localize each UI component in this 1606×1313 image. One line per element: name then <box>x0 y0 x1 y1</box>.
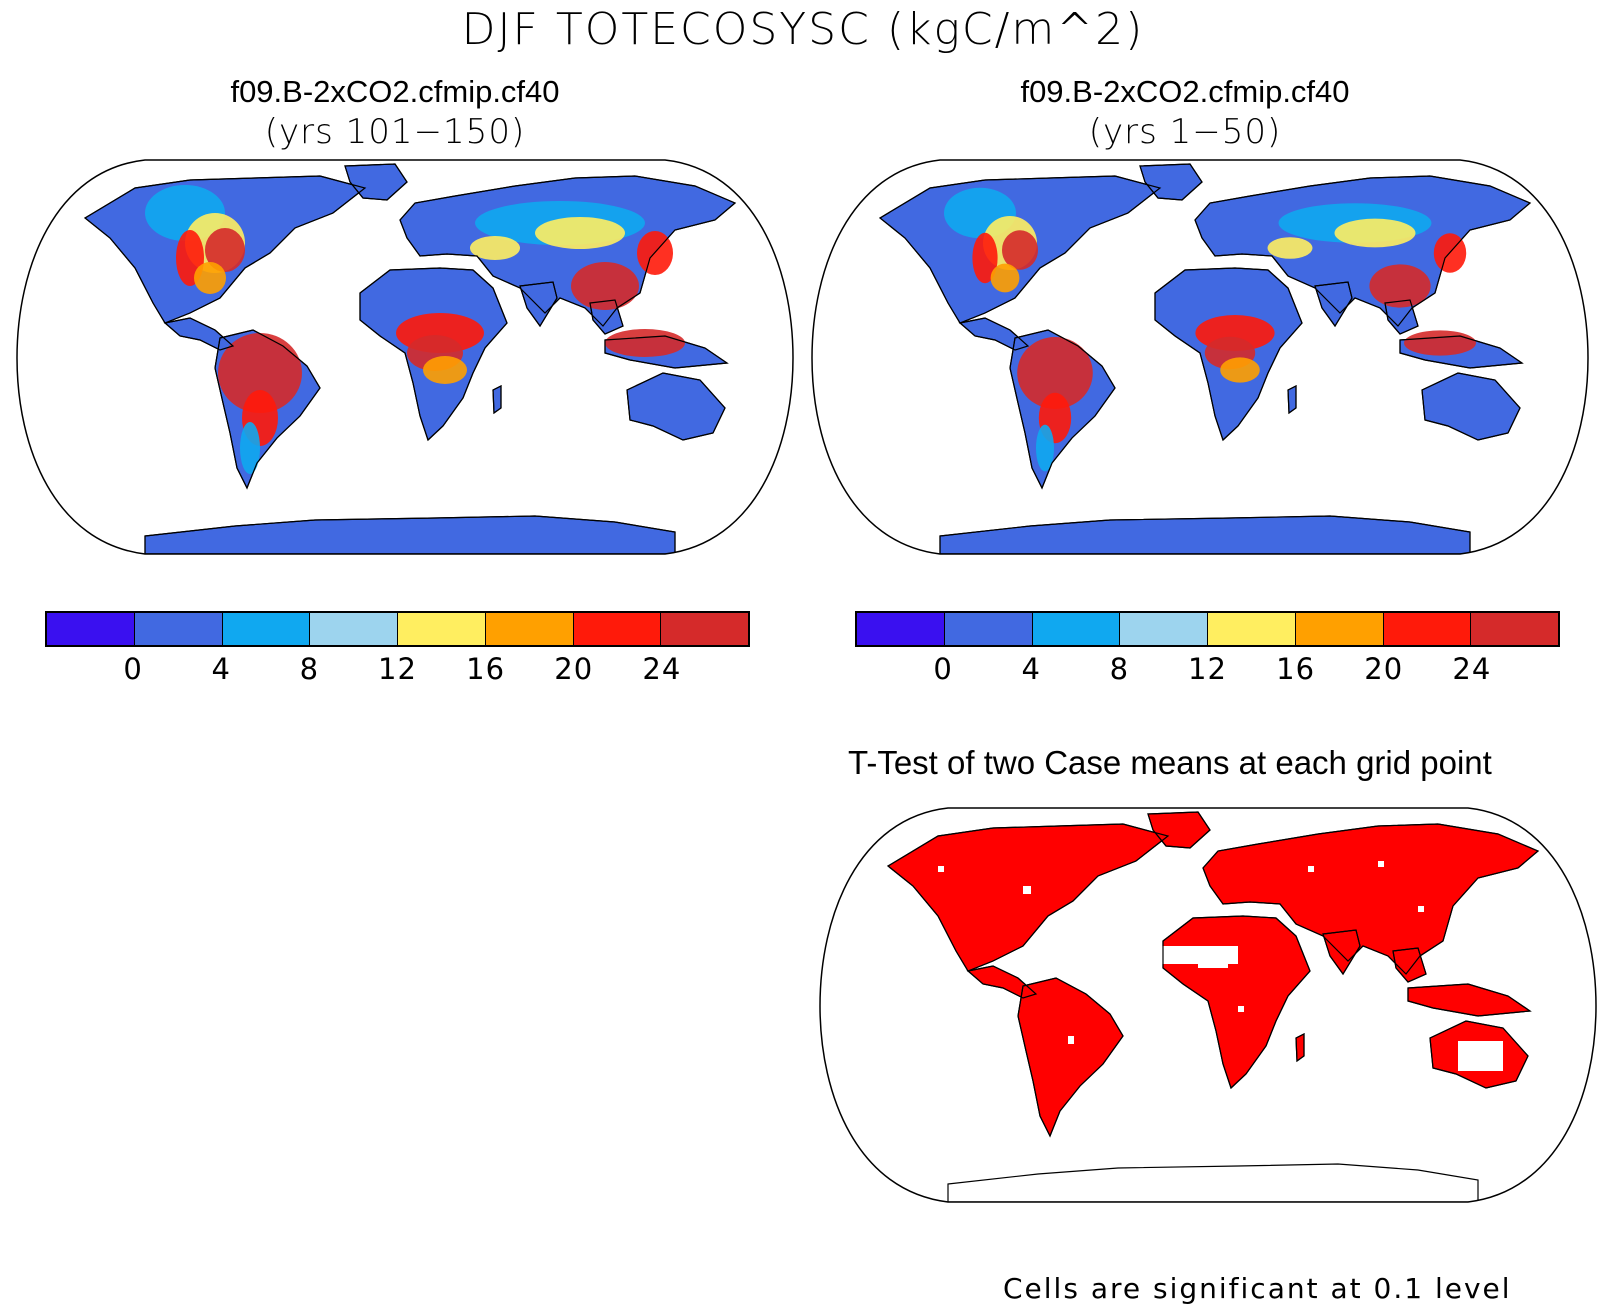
colorbar-tick-label: 24 <box>642 652 682 686</box>
colorbar-swatch <box>134 613 223 645</box>
carbon-hotspot <box>1369 264 1431 308</box>
non-significant-cell <box>1378 861 1384 867</box>
colorbar-tick-label: 20 <box>554 652 594 686</box>
carbon-hotspot <box>535 217 625 249</box>
colorbar-1-labels: 0 4 8 12 16 20 24 <box>45 652 750 688</box>
map-ttest <box>818 806 1598 1206</box>
colorbar-swatch <box>857 613 945 645</box>
non-significant-cell <box>1308 866 1314 872</box>
map-frame <box>16 159 794 555</box>
map-frame <box>819 807 1597 1203</box>
colorbar-swatch <box>1032 613 1121 645</box>
non-significant-cell <box>1458 1041 1503 1071</box>
colorbar-tick-label: 12 <box>378 652 417 686</box>
non-significant-cell <box>1238 1006 1244 1012</box>
panel-2-years: (yrs 1−50) <box>1088 112 1282 152</box>
colorbar-tick-label: 24 <box>1452 652 1492 686</box>
map-panel-2 <box>810 158 1590 558</box>
panel-1-years: (yrs 101−150) <box>264 112 526 152</box>
colorbar-swatch <box>1471 613 1558 645</box>
carbon-hotspot <box>605 329 685 357</box>
carbon-hotspot <box>205 228 245 272</box>
significance-footnote: Cells are significant at 0.1 level <box>1003 1272 1512 1305</box>
colorbar-tick-label: 8 <box>1109 652 1130 686</box>
carbon-hotspot <box>1036 424 1054 472</box>
colorbar-tick-label: 4 <box>211 652 231 686</box>
panel-1-case-title: f09.B-2xCO2.cfmip.cf40 <box>230 74 560 109</box>
non-significant-cell <box>1198 956 1228 968</box>
carbon-hotspot <box>1220 357 1260 383</box>
colorbar-swatch <box>1208 613 1296 645</box>
carbon-hotspot <box>1002 230 1038 270</box>
colorbar-tick-label: 16 <box>466 652 506 686</box>
non-significant-cell <box>1023 886 1031 894</box>
figure-title: DJF TOTECOSYSC (kgC/m^2) <box>461 4 1145 55</box>
colorbar-swatch <box>1383 613 1472 645</box>
colorbar-tick-label: 0 <box>123 652 143 686</box>
colorbar-swatch <box>1120 613 1208 645</box>
colorbar-panel-2 <box>855 611 1560 647</box>
map-panel-1 <box>15 158 795 558</box>
colorbar-swatch <box>47 613 135 645</box>
colorbar-swatch <box>398 613 486 645</box>
colorbar-swatch <box>661 613 748 645</box>
carbon-hotspot <box>194 262 226 294</box>
carbon-hotspot <box>470 236 520 260</box>
colorbar-tick-label: 8 <box>299 652 320 686</box>
carbon-hotspot <box>1017 337 1093 409</box>
carbon-hotspot <box>1404 330 1476 356</box>
carbon-hotspot <box>1334 218 1416 248</box>
panel-2-case-title: f09.B-2xCO2.cfmip.cf40 <box>1020 74 1350 109</box>
non-significant-cell <box>938 866 944 872</box>
carbon-hotspot <box>218 333 302 413</box>
colorbar-tick-label: 12 <box>1188 652 1227 686</box>
carbon-hotspot <box>571 262 639 310</box>
colorbar-swatch <box>573 613 662 645</box>
carbon-hotspot <box>972 232 998 284</box>
colorbar-tick-label: 20 <box>1364 652 1404 686</box>
colorbar-tick-label: 4 <box>1021 652 1041 686</box>
colorbar-2-labels: 0 4 8 12 16 20 24 <box>855 652 1560 688</box>
map-frame <box>811 159 1589 555</box>
colorbar-swatch <box>310 613 398 645</box>
colorbar-swatch <box>222 613 311 645</box>
carbon-hotspot <box>423 356 467 384</box>
colorbar-panel-1 <box>45 611 750 647</box>
colorbar-swatch <box>944 613 1033 645</box>
colorbar-swatch <box>485 613 574 645</box>
non-significant-cell <box>1068 1036 1074 1044</box>
carbon-hotspot <box>1267 237 1313 259</box>
ttest-title: T-Test of two Case means at each grid po… <box>848 744 1492 781</box>
colorbar-tick-label: 16 <box>1276 652 1316 686</box>
carbon-hotspot <box>240 422 260 474</box>
land-antarctica <box>947 1163 1479 1202</box>
carbon-hotspot <box>990 263 1020 293</box>
colorbar-swatch <box>1295 613 1384 645</box>
non-significant-cell <box>1418 906 1424 912</box>
colorbar-tick-label: 0 <box>933 652 953 686</box>
